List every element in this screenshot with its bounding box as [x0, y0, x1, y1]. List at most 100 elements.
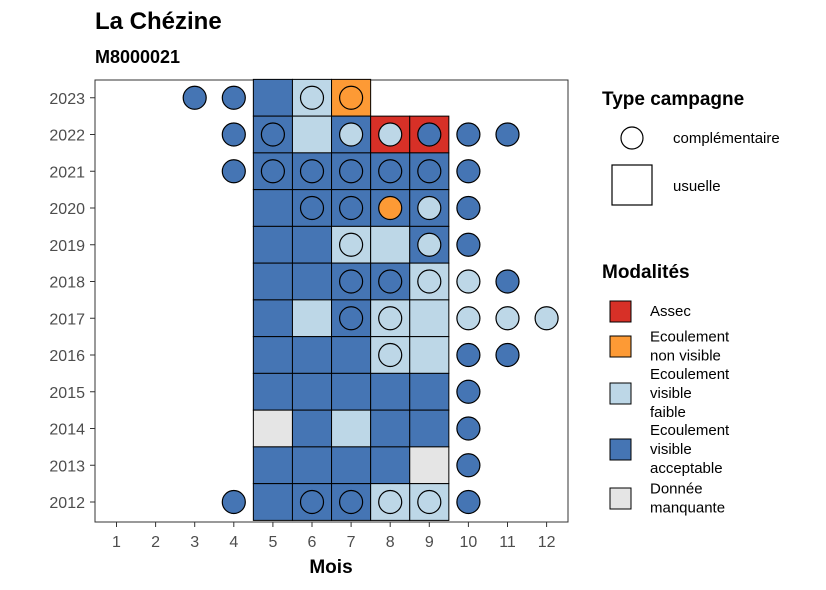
- plot-area: [94, 78, 569, 523]
- point-2020-7: [339, 195, 364, 221]
- point-2021-4: [221, 159, 246, 184]
- y-tick-label: 2012: [49, 495, 85, 512]
- legend-modalite-label: acceptable: [650, 460, 723, 477]
- legend-modalites-title: Modalités: [602, 262, 690, 283]
- tile-2016-6: [291, 336, 333, 374]
- legend-square-key: [611, 164, 653, 206]
- point-2023-6: [299, 85, 325, 110]
- y-axis: 2012 2013 2014 2015 2016 2017 2018 2019 2020 2021…: [49, 91, 95, 512]
- point-2021-6: [299, 159, 325, 184]
- tile-2015-5: [252, 372, 293, 411]
- tile-2015-6: [291, 372, 333, 411]
- point-2015-10: [456, 379, 481, 404]
- point-2018-7: [339, 269, 364, 294]
- point-2017-12: [534, 306, 559, 331]
- point-2022-8: [378, 122, 403, 147]
- legend-circle-key: [620, 126, 644, 150]
- tile-2013-9: [409, 446, 450, 485]
- point-2019-9: [417, 232, 442, 257]
- point-2021-5: [260, 159, 285, 184]
- y-tick-label: 2018: [49, 275, 85, 292]
- x-tick-label: 10: [460, 534, 478, 551]
- tile-2020-5: [252, 189, 293, 227]
- y-tick-label: 2019: [49, 238, 85, 255]
- x-tick-label: 11: [499, 534, 516, 551]
- tile-2013-5: [252, 446, 293, 485]
- tile-2014-9: [409, 409, 450, 448]
- x-tick-label: 1: [112, 534, 121, 551]
- point-2021-7: [339, 159, 364, 184]
- point-2012-10: [456, 489, 481, 515]
- y-tick-label: 2017: [49, 311, 85, 328]
- point-2019-10: [456, 232, 481, 257]
- tile-2017-5: [252, 299, 293, 338]
- point-2020-10: [456, 195, 481, 221]
- tile-2015-8: [370, 372, 411, 411]
- x-tick-label: 5: [268, 534, 277, 551]
- chart-title: La Chézine: [95, 8, 222, 35]
- legend-type-campagne: Type campagne complémentaire usuelle: [602, 89, 780, 206]
- tile-2014-5: [252, 409, 293, 448]
- x-axis-title: Mois: [309, 557, 352, 578]
- y-tick-label: 2021: [49, 164, 85, 181]
- tile-2022-8: [370, 115, 411, 154]
- tile-2017-9: [409, 299, 450, 338]
- tile-2019-6: [291, 225, 333, 264]
- legend-type-label-complementaire: complémentaire: [673, 130, 780, 147]
- point-2017-10: [456, 306, 481, 331]
- tile-2014-6: [291, 409, 333, 448]
- point-2021-10: [456, 159, 481, 184]
- point-2018-8: [378, 269, 403, 294]
- point-2022-9: [417, 122, 442, 147]
- tile-2015-9: [409, 372, 450, 411]
- point-2016-8: [378, 342, 403, 368]
- point-2020-8: [378, 195, 403, 221]
- tile-2018-6: [291, 262, 333, 301]
- legend-type-label-usuelle: usuelle: [673, 178, 721, 195]
- y-tick-label: 2013: [49, 458, 85, 475]
- point-2013-10: [456, 453, 481, 478]
- point-2018-11: [495, 269, 520, 294]
- point-2022-7: [339, 122, 364, 147]
- tile-2017-6: [291, 299, 333, 338]
- point-2012-4: [221, 489, 246, 515]
- point-2016-11: [495, 342, 520, 368]
- tile-2013-7: [331, 446, 372, 485]
- point-2017-11: [495, 306, 520, 331]
- point-2018-10: [456, 269, 481, 294]
- legend-modalite-label: Ecoulement: [650, 329, 730, 346]
- point-2021-8: [378, 159, 403, 184]
- legend-modalite-label: non visible: [650, 348, 721, 365]
- point-2022-10: [456, 122, 481, 147]
- chart-subtitle: M8000021: [95, 47, 180, 67]
- tile-2016-9: [409, 336, 450, 374]
- legend-modalite-label: Ecoulement: [650, 422, 730, 439]
- x-axis: 1 2 3 4 5 6 7 8 9 10 11 12: [112, 522, 556, 551]
- x-tick-label: 9: [425, 534, 434, 551]
- x-tick-label: 3: [190, 534, 199, 551]
- y-tick-label: 2014: [49, 422, 85, 439]
- point-2019-7: [339, 232, 364, 257]
- legend-key-ecoulement-visible-faible: [609, 382, 632, 405]
- point-2022-4: [221, 122, 246, 147]
- tile-2016-7: [331, 336, 372, 374]
- tile-2021-9: [409, 152, 450, 191]
- y-tick-label: 2023: [49, 91, 85, 108]
- x-tick-label: 12: [538, 534, 556, 551]
- tile-2016-5: [252, 336, 293, 374]
- legend-key-ecoulement-non-visible: [609, 335, 632, 358]
- legend-modalite-label: Ecoulement: [650, 366, 730, 383]
- point-2017-8: [378, 306, 403, 331]
- x-tick-label: 8: [386, 534, 395, 551]
- legend-modalite-label: visible: [650, 441, 692, 458]
- point-2022-5: [260, 122, 285, 147]
- point-2012-7: [339, 489, 364, 515]
- point-2020-9: [417, 195, 442, 221]
- tile-2019-5: [252, 225, 293, 264]
- y-tick-label: 2020: [49, 201, 85, 218]
- tiles-layer: [252, 78, 450, 521]
- tile-2012-5: [252, 483, 293, 521]
- tile-2015-7: [331, 372, 372, 411]
- tile-2014-8: [370, 409, 411, 448]
- x-tick-label: 6: [308, 534, 317, 551]
